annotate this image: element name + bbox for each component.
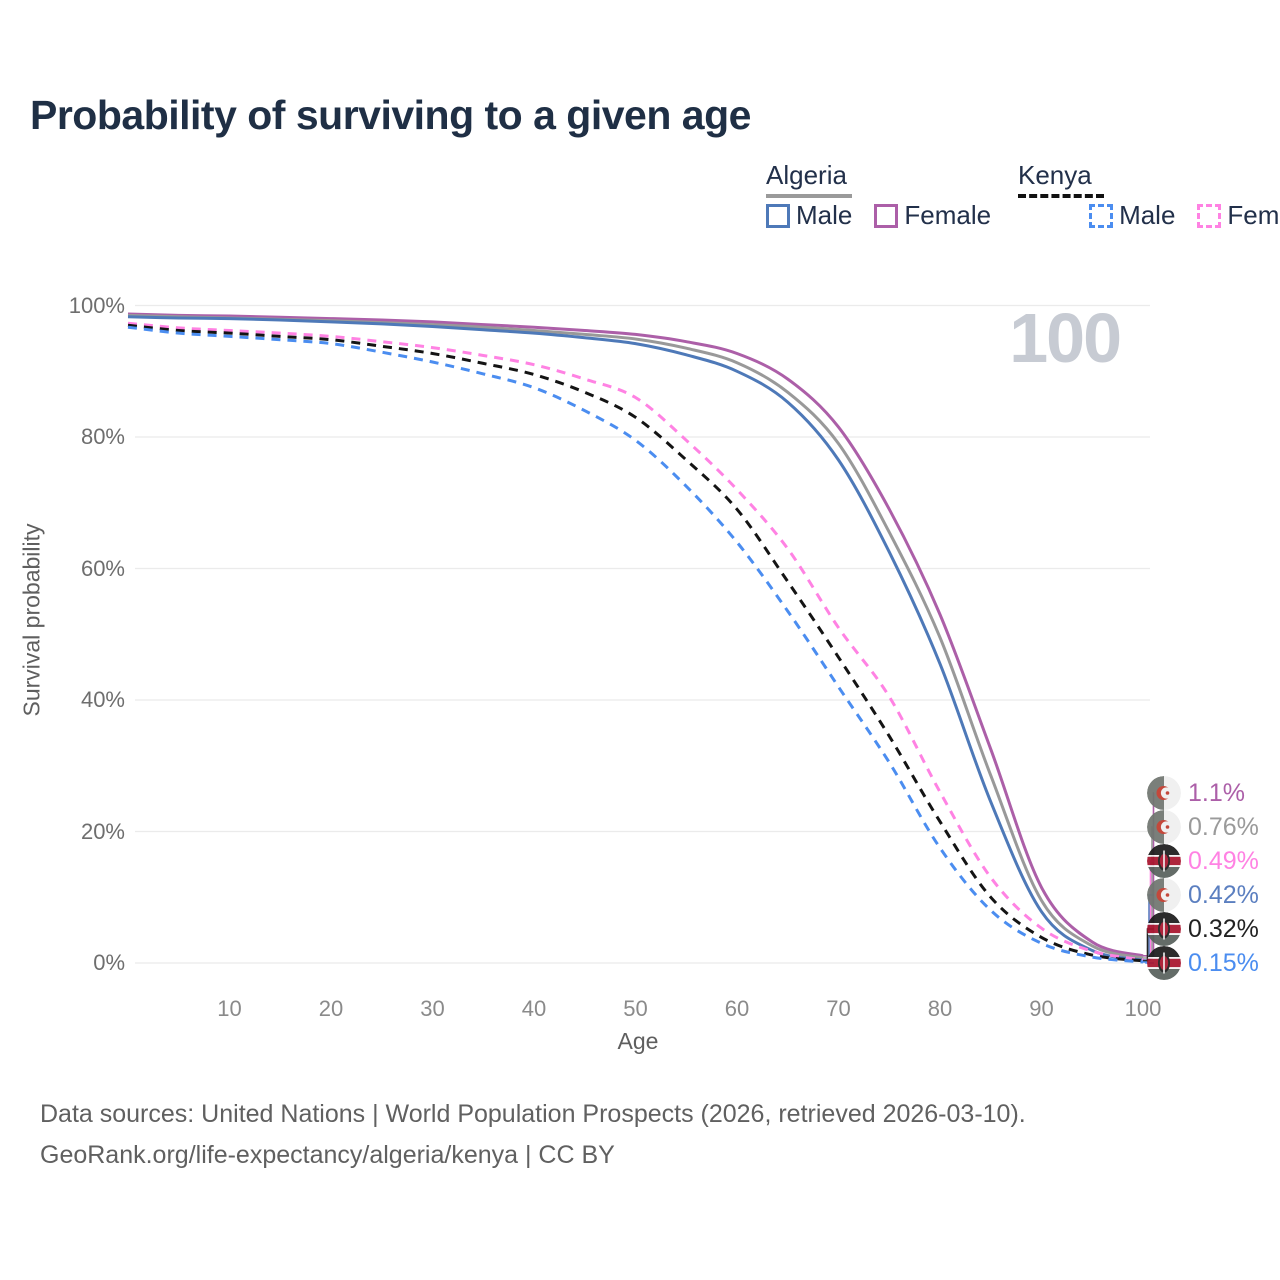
y-tick-0: 0% [93, 950, 125, 975]
kenya-female-swatch-icon [1197, 203, 1222, 228]
x-tick-10: 10 [217, 996, 242, 1021]
legend-item-algeria-male[interactable]: Male [766, 200, 852, 231]
curve-kenya-female [127, 321, 1144, 962]
x-tick-20: 20 [318, 996, 344, 1021]
end-label-algeria-both-sexes: 0.76% [1147, 810, 1259, 844]
x-tick-30: 30 [420, 996, 445, 1021]
y-tick-80: 80% [80, 424, 125, 449]
algeria-male-swatch-icon [766, 203, 790, 228]
source-line-2: GeoRank.org/life-expectancy/algeria/keny… [40, 1141, 615, 1170]
legend-group-kenya: Kenya [1018, 160, 1104, 198]
legend-item-kenya-female[interactable]: Female [1197, 200, 1280, 231]
end-label-kenya-both-sexes: 0.32% [1147, 912, 1259, 946]
legend-country-label: Kenya [1018, 160, 1092, 190]
page-title: Probability of surviving to a given age [30, 92, 751, 138]
age-watermark: 100 [1009, 299, 1122, 377]
legend-item-label: Female [904, 200, 992, 230]
source-line-1: Data sources: United Nations | World Pop… [40, 1100, 1026, 1128]
kenya-line-sample [1018, 194, 1104, 198]
curve-kenya-both-sexes [127, 323, 1144, 963]
legend-group-algeria: Algeria [766, 160, 852, 198]
end-value: 0.76% [1188, 812, 1259, 841]
algeria-flag-icon [1147, 810, 1181, 844]
algeria-flag-icon [1147, 878, 1181, 912]
end-label-algeria-male: 0.42% [1147, 878, 1259, 912]
kenya-flag-icon [1147, 912, 1181, 946]
y-tick-100: 100% [68, 292, 125, 318]
algeria-female-swatch-icon [874, 203, 899, 228]
curve-kenya-male [127, 325, 1144, 964]
curve-algeria-both-sexes [127, 313, 1144, 960]
legend-items: Male Female Male Female [766, 200, 1280, 231]
end-value: 0.42% [1188, 880, 1259, 909]
x-tick-40: 40 [521, 996, 547, 1021]
legend-item-label: Male [1119, 200, 1176, 230]
x-tick-70: 70 [826, 996, 851, 1021]
legend-item-label: Male [796, 200, 853, 230]
end-label-kenya-female: 0.49% [1147, 844, 1259, 878]
legend-country-label: Algeria [766, 160, 847, 190]
end-value: 0.32% [1188, 914, 1259, 943]
end-label-kenya-male: 0.15% [1147, 946, 1259, 980]
curve-algeria-female [127, 312, 1144, 958]
end-value: 0.49% [1188, 846, 1259, 875]
x-axis-title: Age [617, 1028, 659, 1054]
x-tick-50: 50 [623, 996, 648, 1021]
legend-item-algeria-female[interactable]: Female [874, 200, 991, 231]
y-tick-60: 60% [80, 555, 125, 581]
x-tick-100: 100 [1124, 996, 1162, 1021]
x-tick-60: 60 [724, 996, 750, 1021]
source-note: Data sources: United Nations | World Pop… [40, 1094, 1026, 1177]
x-tick-80: 80 [927, 996, 953, 1021]
kenya-male-swatch-icon [1089, 203, 1114, 228]
legend-item-label: Female [1227, 200, 1280, 230]
legend-item-kenya-male[interactable]: Male [1089, 200, 1175, 231]
kenya-flag-icon [1147, 844, 1181, 878]
x-tick-90: 90 [1029, 996, 1054, 1021]
end-value: 1.1% [1188, 778, 1245, 807]
y-tick-40: 40% [80, 687, 125, 712]
curve-algeria-male [127, 315, 1144, 962]
algeria-flag-icon [1147, 776, 1181, 810]
end-label-algeria-female: 1.1% [1147, 776, 1245, 810]
kenya-flag-icon [1147, 946, 1181, 980]
algeria-line-sample [766, 194, 852, 198]
y-tick-20: 20% [80, 818, 125, 844]
end-value: 0.15% [1188, 948, 1259, 977]
